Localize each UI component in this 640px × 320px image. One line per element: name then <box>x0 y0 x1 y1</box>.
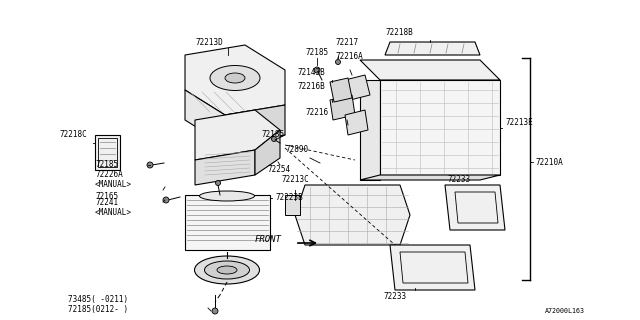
Polygon shape <box>345 110 368 135</box>
Ellipse shape <box>225 73 245 83</box>
Ellipse shape <box>335 60 340 65</box>
Text: FRONT: FRONT <box>255 235 282 244</box>
Polygon shape <box>225 105 285 145</box>
Polygon shape <box>330 95 355 120</box>
Text: 72143B: 72143B <box>297 68 324 77</box>
Text: 72185(0212- ): 72185(0212- ) <box>68 305 128 314</box>
Text: 72213C: 72213C <box>282 175 310 184</box>
Text: 72185: 72185 <box>305 48 328 57</box>
Polygon shape <box>185 195 270 250</box>
Ellipse shape <box>217 266 237 274</box>
Text: 72218B: 72218B <box>385 28 413 37</box>
Polygon shape <box>330 78 352 102</box>
Text: 72218C: 72218C <box>60 130 88 139</box>
Text: 72213E: 72213E <box>505 118 532 127</box>
Text: 72185: 72185 <box>262 130 285 139</box>
Text: 72217: 72217 <box>335 38 358 47</box>
Ellipse shape <box>210 66 260 91</box>
Polygon shape <box>360 175 500 180</box>
Ellipse shape <box>314 67 320 73</box>
Text: 72216B: 72216B <box>297 82 324 91</box>
Ellipse shape <box>195 256 259 284</box>
Text: 72233: 72233 <box>448 175 471 184</box>
Ellipse shape <box>271 137 276 141</box>
Polygon shape <box>95 135 120 170</box>
Text: 72165: 72165 <box>95 192 118 201</box>
Text: 72233: 72233 <box>383 292 406 301</box>
Polygon shape <box>195 110 280 160</box>
Polygon shape <box>360 60 500 80</box>
Ellipse shape <box>163 197 169 203</box>
Text: <MANUAL>: <MANUAL> <box>95 208 132 217</box>
Text: A72000L163: A72000L163 <box>545 308 585 314</box>
Text: 72223B: 72223B <box>275 193 303 202</box>
Polygon shape <box>385 42 480 55</box>
Polygon shape <box>185 45 285 115</box>
Polygon shape <box>185 90 225 145</box>
Polygon shape <box>285 195 300 215</box>
Polygon shape <box>380 80 500 175</box>
Text: 72216: 72216 <box>305 108 328 117</box>
Polygon shape <box>195 150 255 185</box>
Text: 72213D: 72213D <box>195 38 223 47</box>
Text: 72185: 72185 <box>95 160 118 169</box>
Text: 72254: 72254 <box>267 165 290 174</box>
Polygon shape <box>445 185 505 230</box>
Ellipse shape <box>212 308 218 314</box>
Text: 72226A: 72226A <box>95 170 123 179</box>
Text: 72210A: 72210A <box>535 158 563 167</box>
Text: 72241: 72241 <box>95 198 118 207</box>
Ellipse shape <box>205 261 250 279</box>
Text: 72216A: 72216A <box>335 52 363 61</box>
Polygon shape <box>390 245 475 290</box>
Ellipse shape <box>147 162 153 168</box>
Text: 73485( -0211): 73485( -0211) <box>68 295 128 304</box>
Text: <MANUAL>: <MANUAL> <box>95 180 132 189</box>
Text: 72890: 72890 <box>285 145 308 154</box>
Ellipse shape <box>200 191 255 201</box>
Polygon shape <box>360 80 380 180</box>
Polygon shape <box>295 185 410 245</box>
Ellipse shape <box>216 180 221 186</box>
Polygon shape <box>255 130 280 175</box>
Polygon shape <box>345 75 370 100</box>
